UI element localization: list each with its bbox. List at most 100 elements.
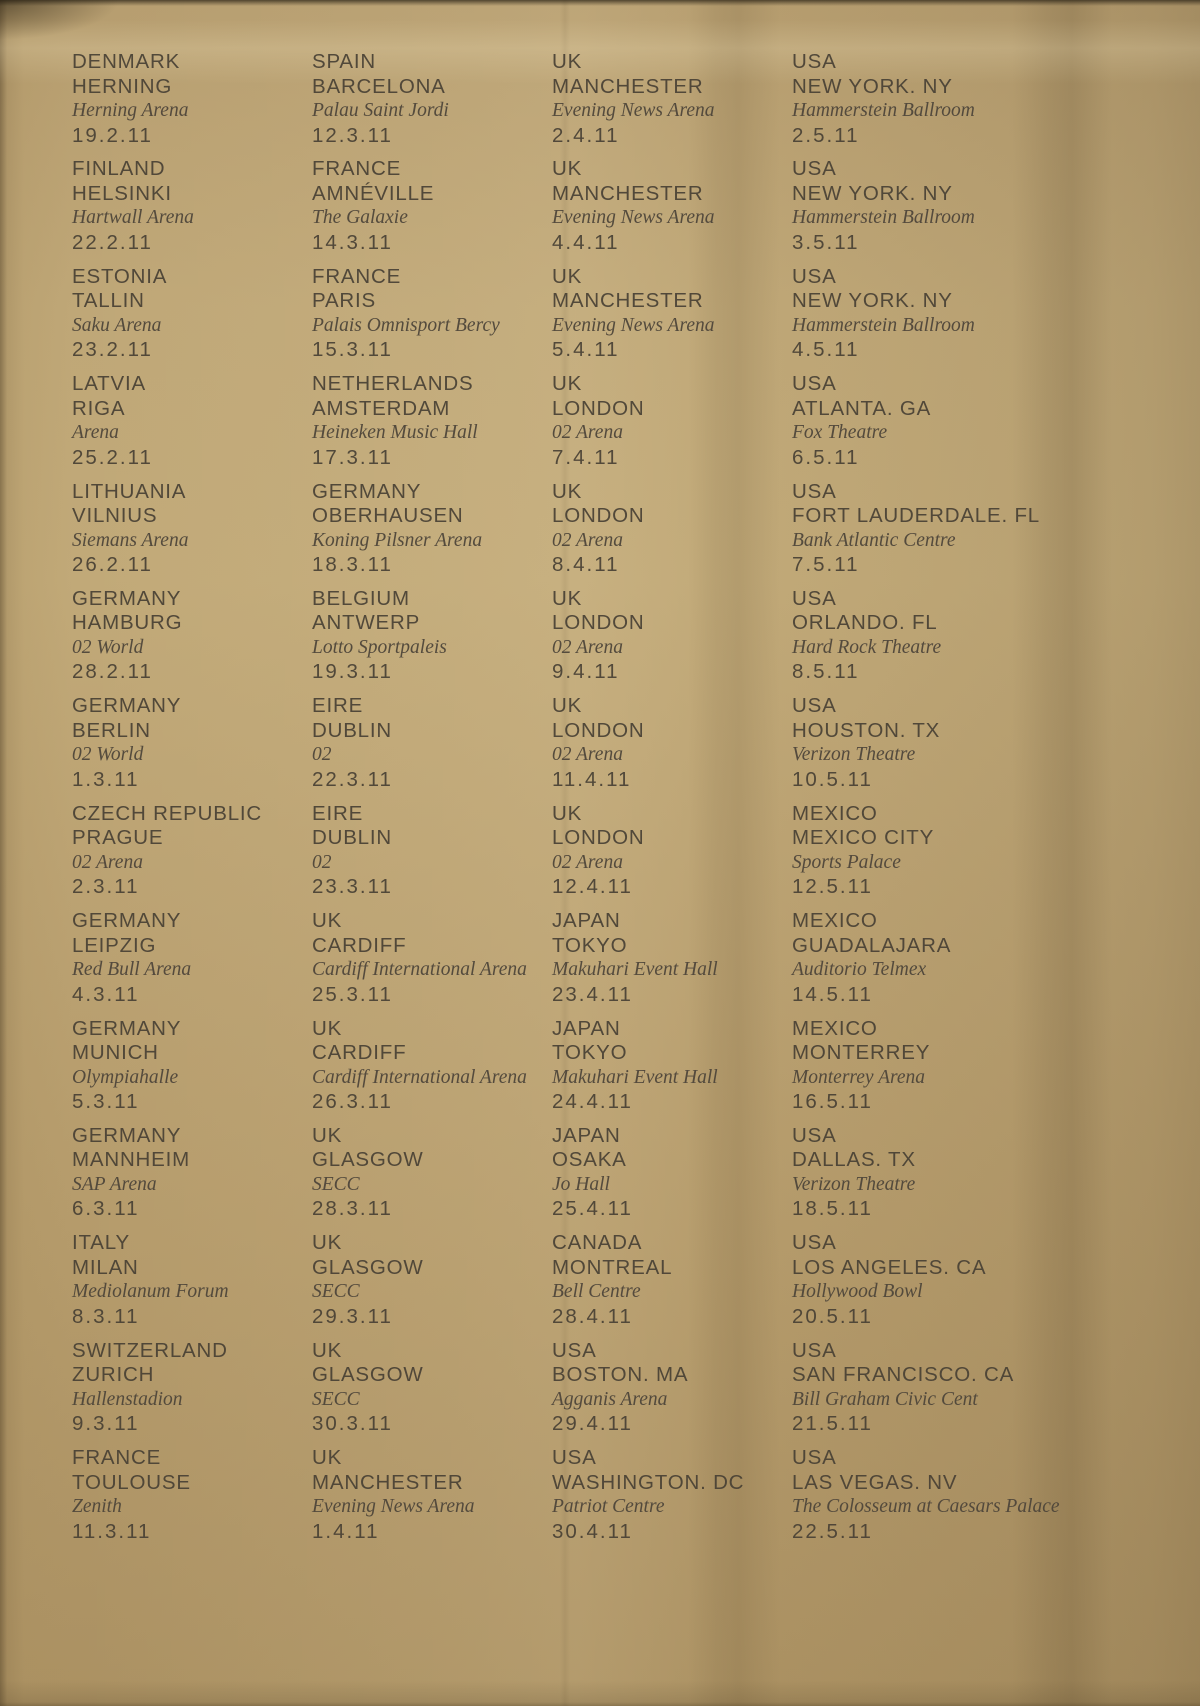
city-label: TALLIN xyxy=(72,289,145,313)
venue-label: 02 Arena xyxy=(552,422,623,444)
date-label: 14.3.11 xyxy=(312,230,393,254)
country-label: UK xyxy=(312,1446,343,1470)
country-label: UK xyxy=(552,479,583,503)
venue-label: Evening News Arena xyxy=(312,1496,475,1518)
country-label: LATVIA xyxy=(72,372,146,396)
city-label: VILNIUS xyxy=(72,504,158,528)
tour-date-entry: DENMARK HERNING Herning Arena 19.2.11 xyxy=(72,50,312,157)
country-label: EIRE xyxy=(312,694,364,718)
date-label: 28.3.11 xyxy=(312,1197,393,1221)
date-label: 29.3.11 xyxy=(312,1304,393,1328)
country-label: MEXICO xyxy=(792,909,878,933)
city-label: MILAN xyxy=(72,1255,139,1279)
tour-date-entry: MEXICO MONTERREY Monterrey Arena 16.5.11 xyxy=(792,1017,1032,1124)
city-label: LONDON xyxy=(552,611,645,635)
country-label: ESTONIA xyxy=(72,264,168,288)
tour-date-entry: GERMANY LEIPZIG Red Bull Arena 4.3.11 xyxy=(72,909,312,1016)
tour-date-entry: JAPAN TOKYO Makuhari Event Hall 23.4.11 xyxy=(552,909,792,1016)
city-label: LONDON xyxy=(552,826,645,850)
tour-date-entry: MEXICO GUADALAJARA Auditorio Telmex 14.5… xyxy=(792,909,1032,1016)
date-label: 11.4.11 xyxy=(552,767,632,791)
date-label: 23.2.11 xyxy=(72,338,153,362)
date-label: 28.2.11 xyxy=(72,660,153,684)
date-label: 7.5.11 xyxy=(792,553,860,577)
city-label: WASHINGTON. DC xyxy=(552,1470,745,1494)
tour-date-entry: ESTONIA TALLIN Saku Arena 23.2.11 xyxy=(72,265,312,372)
city-label: AMNÉVILLE xyxy=(312,181,435,205)
tour-date-entry: NETHERLANDS AMSTERDAM Heineken Music Hal… xyxy=(312,372,552,479)
venue-label: Saku Arena xyxy=(72,314,162,336)
venue-label: Makuhari Event Hall xyxy=(552,959,718,981)
country-label: USA xyxy=(552,1446,597,1470)
tour-date-entry: UK MANCHESTER Evening News Arena 1.4.11 xyxy=(312,1446,552,1553)
venue-label: Agganis Arena xyxy=(552,1388,668,1410)
venue-label: Herning Arena xyxy=(72,100,189,121)
country-label: FRANCE xyxy=(312,264,402,288)
venue-label: Evening News Arena xyxy=(552,100,715,121)
venue-label: Hollywood Bowl xyxy=(792,1281,923,1303)
tour-date-entry: UK CARDIFF Cardiff International Arena 2… xyxy=(312,909,552,1016)
date-label: 4.3.11 xyxy=(72,982,140,1006)
venue-label: Auditorio Telmex xyxy=(792,959,927,981)
venue-label: Hammerstein Ballroom xyxy=(792,314,975,336)
city-label: BOSTON. MA xyxy=(552,1363,689,1387)
date-label: 26.3.11 xyxy=(312,1090,393,1114)
tour-date-entry: GERMANY MUNICH Olympiahalle 5.3.11 xyxy=(72,1017,312,1124)
date-label: 4.5.11 xyxy=(792,338,860,362)
date-label: 3.5.11 xyxy=(792,230,860,254)
date-label: 1.3.11 xyxy=(72,767,140,791)
date-label: 8.4.11 xyxy=(552,553,620,577)
tour-date-entry: UK MANCHESTER Evening News Arena 4.4.11 xyxy=(552,157,792,264)
country-label: UK xyxy=(312,1016,343,1040)
venue-label: Evening News Arena xyxy=(552,314,715,336)
country-label: UK xyxy=(312,1338,343,1362)
date-label: 5.3.11 xyxy=(72,1090,140,1114)
city-label: BARCELONA xyxy=(312,74,446,98)
date-label: 2.3.11 xyxy=(72,875,140,899)
tour-date-entry: UK MANCHESTER Evening News Arena 2.4.11 xyxy=(552,50,792,157)
date-label: 22.5.11 xyxy=(792,1519,873,1543)
city-label: OBERHAUSEN xyxy=(312,504,464,528)
date-label: 9.3.11 xyxy=(72,1412,140,1436)
tour-date-entry: LITHUANIA VILNIUS Siemans Arena 26.2.11 xyxy=(72,480,312,587)
venue-label: 02 xyxy=(312,851,332,873)
country-label: BELGIUM xyxy=(312,586,410,610)
city-label: GLASGOW xyxy=(312,1148,424,1172)
country-label: SPAIN xyxy=(312,50,376,73)
country-label: EIRE xyxy=(312,801,364,825)
venue-label: Hartwall Arena xyxy=(72,207,194,229)
venue-label: Lotto Sportpaleis xyxy=(312,636,447,658)
city-label: NEW YORK. NY xyxy=(792,74,953,98)
country-label: USA xyxy=(792,1338,837,1362)
city-label: LONDON xyxy=(552,504,645,528)
city-label: HERNING xyxy=(72,74,173,98)
city-label: ORLANDO. FL xyxy=(792,611,938,635)
city-label: PRAGUE xyxy=(72,826,164,850)
date-label: 19.3.11 xyxy=(312,660,393,684)
country-label: UK xyxy=(312,1123,343,1147)
country-label: CANADA xyxy=(552,1231,643,1255)
city-label: MONTERREY xyxy=(792,1041,931,1065)
tour-date-entry: UK LONDON 02 Arena 11.4.11 xyxy=(552,694,792,801)
country-label: SWITZERLAND xyxy=(72,1338,228,1362)
venue-label: Jo Hall xyxy=(552,1173,610,1195)
country-label: USA xyxy=(792,157,837,181)
country-label: NETHERLANDS xyxy=(312,372,474,396)
tour-date-entry: UK LONDON 02 Arena 9.4.11 xyxy=(552,587,792,694)
city-label: HAMBURG xyxy=(72,611,183,635)
date-label: 11.3.11 xyxy=(72,1519,152,1543)
tour-date-entry: USA HOUSTON. TX Verizon Theatre 10.5.11 xyxy=(792,694,1032,801)
venue-label: Palau Saint Jordi xyxy=(312,100,449,121)
city-label: MONTREAL xyxy=(552,1255,673,1279)
tour-date-entry: UK GLASGOW SECC 29.3.11 xyxy=(312,1231,552,1338)
venue-label: 02 xyxy=(312,744,332,766)
venue-label: Bank Atlantic Centre xyxy=(792,529,956,551)
country-label: DENMARK xyxy=(72,50,181,73)
country-label: GERMANY xyxy=(312,479,422,503)
tour-date-entry: UK CARDIFF Cardiff International Arena 2… xyxy=(312,1017,552,1124)
country-label: FINLAND xyxy=(72,157,166,181)
date-label: 10.5.11 xyxy=(792,767,873,791)
tour-date-entry: JAPAN TOKYO Makuhari Event Hall 24.4.11 xyxy=(552,1017,792,1124)
venue-label: Fox Theatre xyxy=(792,422,888,444)
